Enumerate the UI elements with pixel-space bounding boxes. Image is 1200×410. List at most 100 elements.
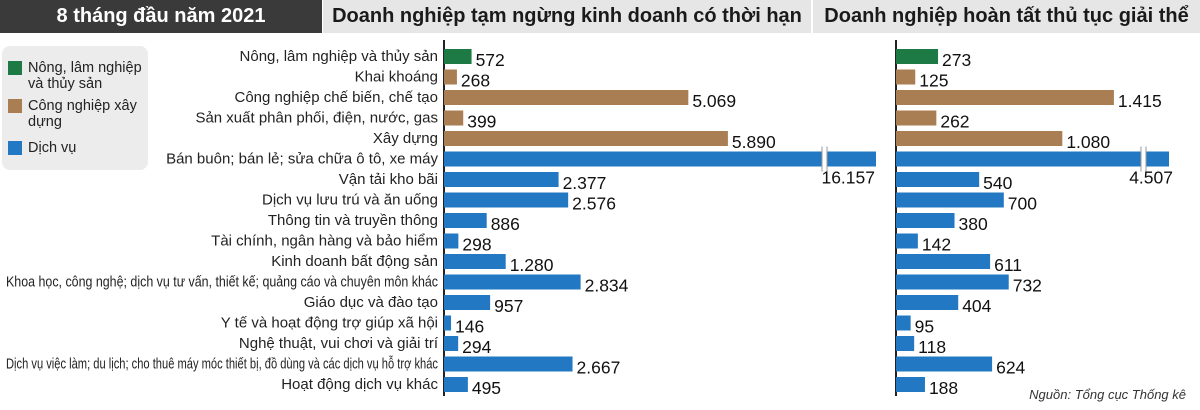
category-label: Nghệ thuật, vui chơi và giải trí: [239, 335, 439, 352]
right-value-label: 188: [929, 378, 958, 398]
category-label: Tài chính, ngân hàng và bảo hiểm: [211, 233, 438, 250]
left-value-label: 16.157: [821, 168, 875, 188]
left-value-label: 268: [461, 71, 490, 91]
right-bar: [896, 356, 993, 372]
left-bar: [444, 377, 468, 392]
right-value-label: 700: [1008, 194, 1037, 214]
left-bar: [444, 49, 472, 64]
left-value-label: 399: [467, 112, 496, 132]
left-bar: [444, 295, 491, 310]
left-bar: [444, 213, 487, 228]
right-bar: [896, 110, 937, 126]
category-label: Xây dựng: [373, 130, 438, 147]
left-bar: [444, 172, 559, 187]
right-value-label: 118: [918, 337, 946, 357]
legend-swatch-agriculture: [8, 61, 22, 75]
category-label: Dịch vụ việc làm; du lịch; cho thuê máy …: [6, 356, 438, 373]
left-chart-title: Doanh nghiệp tạm ngừng kinh doanh có thờ…: [332, 5, 802, 27]
left-value-label: 495: [472, 378, 501, 398]
right-value-label: 1.415: [1118, 91, 1162, 111]
right-bar: [896, 69, 916, 85]
left-bar: [444, 315, 452, 331]
right-value-label: 273: [942, 50, 971, 70]
right-bar: [896, 213, 955, 228]
left-bar: [444, 233, 459, 249]
left-bar: [444, 110, 464, 126]
right-bar: [896, 274, 1009, 290]
right-value-label: 540: [983, 173, 1012, 193]
left-value-label: 1.280: [510, 255, 554, 275]
left-value-label: 5.069: [692, 91, 736, 111]
category-label: Kinh doanh bất động sản: [271, 253, 438, 270]
category-label: Thông tin và truyền thông: [268, 212, 438, 229]
right-value-label: 404: [962, 296, 991, 316]
category-label: Giáo dục và đào tạo: [304, 294, 438, 311]
left-bar-break: [822, 146, 827, 172]
right-bar: [896, 377, 925, 392]
left-bar: [444, 192, 569, 208]
left-value-label: 2.377: [563, 173, 607, 193]
category-label: Bán buôn; bán lẻ; sửa chữa ô tô, xe máy: [166, 151, 438, 168]
left-value-label: 572: [476, 50, 505, 70]
right-value-label: 125: [919, 71, 948, 91]
right-bar: [896, 192, 1004, 208]
category-label: Hoạt động dịch vụ khác: [281, 376, 438, 393]
right-bar: [896, 233, 918, 249]
right-value-label: 95: [915, 317, 934, 337]
left-value-label: 957: [494, 296, 523, 316]
category-label: Khai khoáng: [355, 69, 438, 86]
left-bar: [444, 336, 459, 351]
right-chart-title: Doanh nghiệp hoàn tất thủ tục giải thể: [824, 5, 1189, 27]
category-label: Vận tải kho bãi: [339, 171, 438, 188]
left-bar: [444, 131, 728, 146]
right-value-label: 732: [1013, 276, 1042, 296]
header-dark-bar: [0, 0, 322, 33]
right-value-label: 380: [959, 214, 988, 234]
right-bar: [896, 254, 991, 269]
right-bar: [896, 151, 1169, 167]
right-value-label: 611: [994, 255, 1022, 275]
left-value-label: 5.890: [732, 132, 776, 152]
legend-label: Công nghiệp xây dựng: [28, 98, 137, 130]
left-bar: [444, 274, 581, 290]
left-value-label: 2.834: [585, 276, 629, 296]
left-bar: [444, 356, 573, 372]
right-value-label: 624: [996, 358, 1025, 378]
category-label: Công nghiệp chế biến, chế tạo: [235, 89, 439, 106]
source-note: Nguồn: Tổng cục Thống kê: [1029, 387, 1186, 402]
right-bar: [896, 295, 959, 310]
category-label: Khoa học, công nghệ; dịch vụ tư vấn, thi…: [6, 274, 438, 291]
left-value-label: 146: [455, 317, 484, 337]
left-bar: [444, 254, 506, 269]
right-bar: [896, 49, 939, 64]
category-label: Nông, lâm nghiệp và thủy sản: [240, 48, 438, 65]
left-value-label: 298: [462, 235, 491, 255]
left-bar: [444, 151, 876, 167]
legend-label: Nông, lâm nghiệp và thủy sản: [28, 60, 142, 92]
legend-swatch-industry: [8, 99, 22, 113]
right-bar: [896, 90, 1114, 105]
left-value-label: 2.667: [577, 358, 621, 378]
category-label: Dịch vụ lưu trú và ăn uống: [262, 192, 438, 209]
left-value-label: 2.576: [572, 194, 616, 214]
right-bar: [896, 131, 1063, 146]
legend: Nông, lâm nghiệp và thủy sản Công nghiệp…: [2, 46, 148, 170]
legend-label: Dịch vụ: [28, 140, 77, 156]
left-value-label: 294: [462, 337, 491, 357]
right-value-label: 4.507: [1129, 168, 1173, 188]
period-title: 8 tháng đầu năm 2021: [56, 5, 266, 27]
category-label: Sản xuất phân phối, điện, nước, gas: [195, 110, 438, 127]
header-light-bar-left: [323, 0, 811, 33]
category-label: Y tế và hoạt động trợ giúp xã hội: [221, 315, 438, 332]
right-bar: [896, 172, 980, 187]
right-bar: [896, 336, 915, 351]
legend-swatch-services: [8, 141, 22, 155]
right-bar: [896, 315, 911, 331]
left-value-label: 886: [491, 214, 520, 234]
header-light-bar-right: [813, 0, 1200, 33]
right-value-label: 262: [940, 112, 969, 132]
right-value-label: 1.080: [1066, 132, 1110, 152]
right-value-label: 142: [922, 235, 951, 255]
left-bar: [444, 69, 457, 85]
